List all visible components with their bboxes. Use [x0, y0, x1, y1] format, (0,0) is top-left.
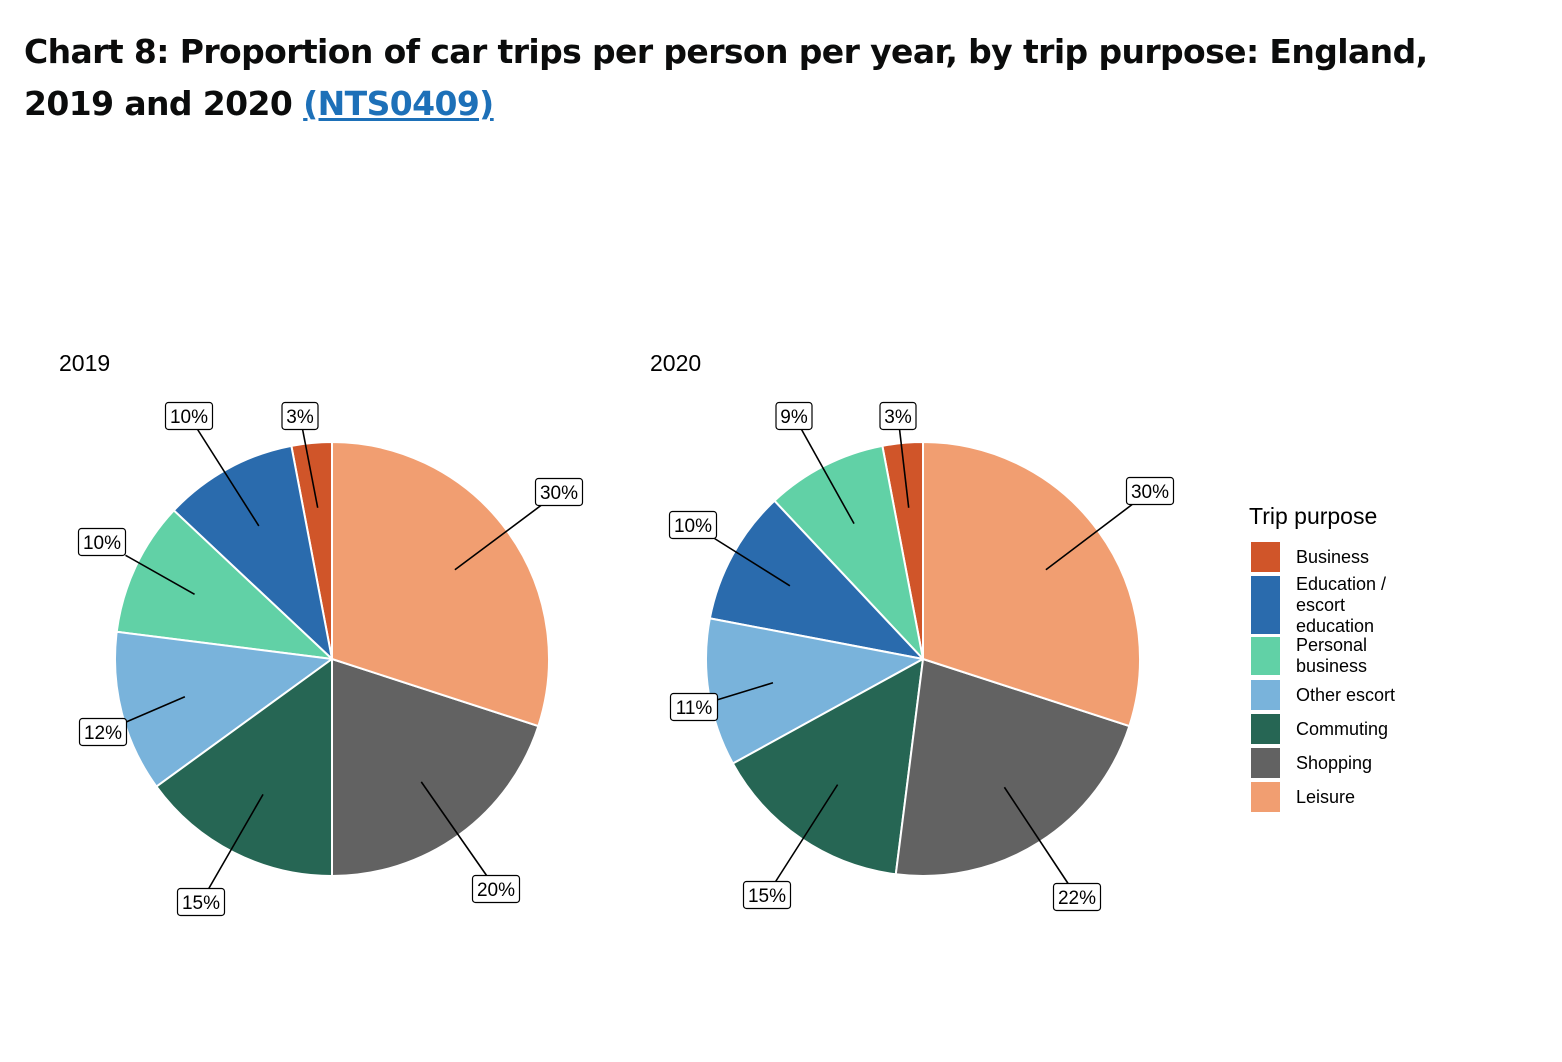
pie-2019-leader-line — [125, 554, 195, 596]
pie-2019-leader-line — [126, 696, 186, 723]
pie-2020-leader-line — [714, 537, 791, 587]
pie-2019-slice-shopping — [331, 657, 540, 878]
legend-swatch-other-escort — [1251, 680, 1280, 710]
pie-2020-data-label-commuting: 15% — [748, 886, 786, 907]
nts0409-link[interactable]: (NTS0409) — [303, 84, 494, 123]
pie-2020-leader-line — [898, 429, 910, 508]
legend-label-leisure: Leisure — [1296, 787, 1355, 807]
pie-2019-leader-line — [454, 504, 542, 571]
legend-swatch-shopping — [1251, 748, 1280, 778]
pie-2019-data-label-box — [534, 477, 584, 507]
pie-2020-data-label-box — [669, 692, 719, 722]
pie-2019-data-label-leisure: 30% — [540, 483, 578, 504]
pie-2019-leader-line — [208, 793, 264, 889]
pie-2020-data-label-box — [775, 401, 813, 431]
legend-swatch-personal-business — [1251, 637, 1280, 675]
pie-2020-data-label-personal-business: 9% — [780, 407, 808, 428]
pie-2019-data-label-box — [281, 401, 319, 431]
legend-label-business: Business — [1296, 547, 1369, 567]
pie-2020-data-label-box — [668, 510, 718, 540]
pie-2020-leader-line — [1003, 786, 1069, 884]
legend-label-education-escort-education: Education / escort education — [1296, 574, 1386, 636]
pie-2020-title: 2020 — [650, 350, 701, 376]
pie-2019-slice-other-escort — [114, 630, 335, 788]
legend-swatch-business — [1251, 542, 1280, 572]
legend-label-commuting: Commuting — [1296, 719, 1388, 739]
pie-2019-data-label-other-escort: 12% — [84, 723, 122, 744]
pie-2019-leader-line — [196, 429, 260, 527]
pie-2020-data-label-shopping: 22% — [1058, 888, 1096, 909]
pie-2020-data-label-education-escort-education: 10% — [674, 516, 712, 537]
pie-2020-leader-line — [800, 429, 855, 525]
pie-2019-leader-line — [420, 781, 488, 876]
pie-2019-data-label-shopping: 20% — [477, 880, 515, 901]
pie-2019-data-label-box — [164, 401, 214, 431]
pie-2020-slice-shopping — [894, 657, 1131, 877]
pie-2019-slice-personal-business — [115, 509, 335, 661]
pie-2020-leader-line — [774, 784, 839, 882]
legend-label-shopping: Shopping — [1296, 753, 1372, 773]
chart-title-text: Chart 8: Proportion of car trips per per… — [24, 32, 1428, 123]
pie-2019-data-label-box — [78, 717, 128, 747]
pie-2020-data-label-box — [1125, 476, 1175, 506]
pie-2019-slice-commuting — [155, 657, 333, 878]
legend-label-personal-business: Personal business — [1296, 635, 1367, 676]
pie-2019-data-label-box — [77, 527, 127, 557]
pie-2019-leader-line — [301, 429, 319, 508]
pie-2020-data-label-box — [742, 880, 792, 910]
pie-2019-title: 2019 — [59, 350, 110, 376]
pie-2020-slice-leisure — [922, 440, 1141, 728]
legend-swatch-education-escort-education — [1251, 576, 1280, 634]
pie-2019-slice-leisure — [331, 440, 550, 728]
pie-2020-data-label-business: 3% — [884, 407, 912, 428]
pie-2020-slice-education-escort-education — [708, 499, 926, 661]
pie-2020-slice-personal-business — [773, 444, 925, 663]
pie-2019-data-label-box — [471, 874, 521, 904]
pie-2020-slice-commuting — [731, 657, 925, 876]
pie-2020-leader-line — [1045, 503, 1133, 571]
pie-2019-data-label-commuting: 15% — [182, 893, 220, 914]
pie-2019-data-label-box — [176, 887, 226, 917]
pie-2019-data-label-personal-business: 10% — [83, 533, 121, 554]
pie-2020-leader-line — [717, 681, 774, 701]
legend-swatch-commuting — [1251, 714, 1280, 744]
pie-2020-data-label-other-escort: 11% — [676, 698, 713, 719]
pie-2020-data-label-box — [1052, 882, 1102, 912]
legend-swatch-leisure — [1251, 782, 1280, 812]
legend-title: Trip purpose — [1249, 503, 1377, 529]
pie-2019-data-label-education-escort-education: 10% — [170, 407, 208, 428]
pie-2020-data-label-box — [879, 401, 917, 431]
pie-2019-data-label-business: 3% — [286, 407, 314, 428]
pie-2019-slice-education-escort-education — [172, 444, 334, 662]
pie-2020-data-label-leisure: 30% — [1131, 482, 1169, 503]
legend-label-other-escort: Other escort — [1296, 685, 1395, 705]
chart-title: Chart 8: Proportion of car trips per per… — [24, 26, 1474, 130]
